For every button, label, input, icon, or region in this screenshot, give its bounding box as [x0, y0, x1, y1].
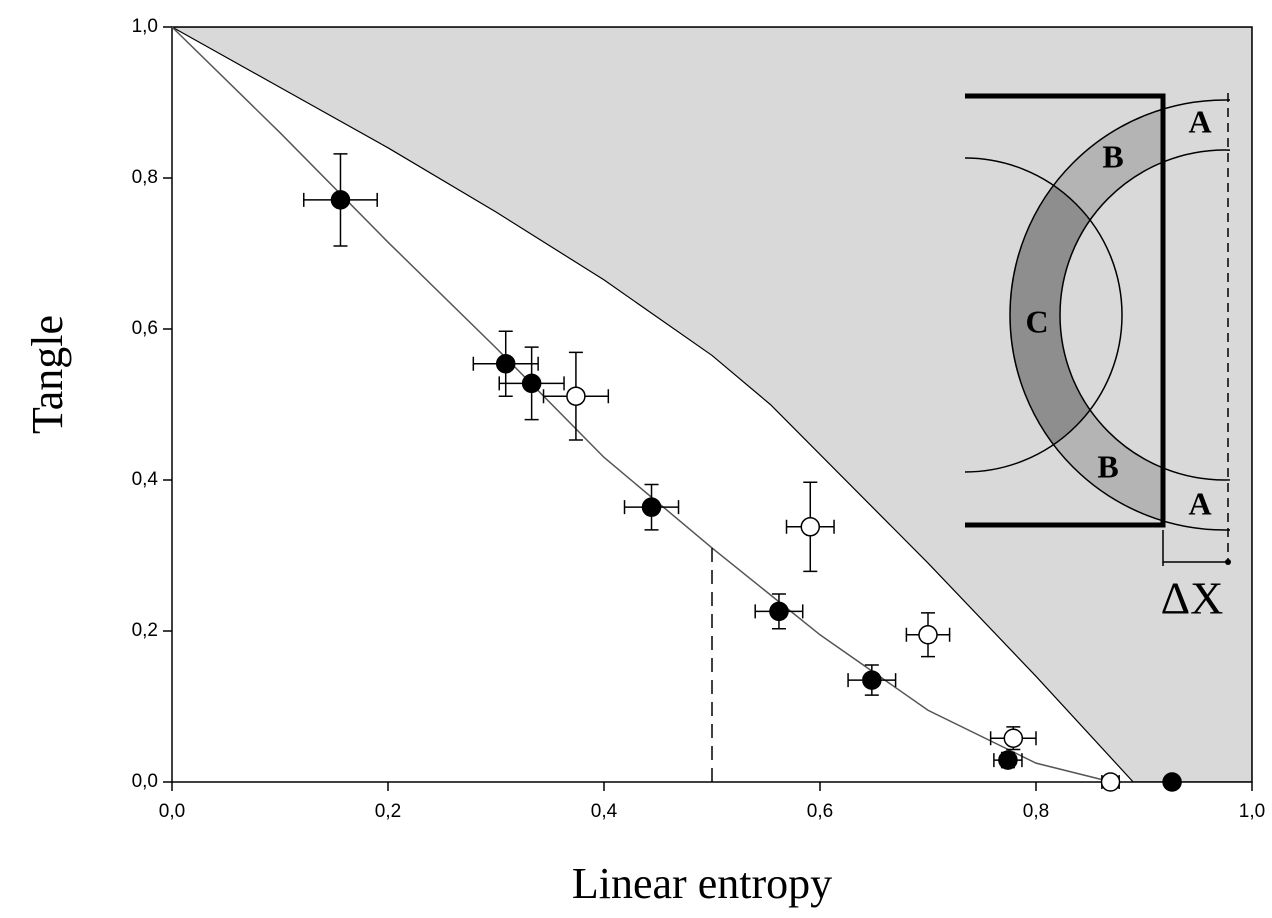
data-point: [1100, 772, 1121, 792]
y-tick-label: 0,8: [132, 167, 158, 188]
x-tick-label: 0,8: [1023, 801, 1049, 822]
inner-circle: [1059, 149, 1230, 481]
inset-label: ΔX: [1161, 573, 1224, 624]
data-point: [998, 750, 1018, 770]
inset-label: A: [1188, 485, 1211, 521]
data-point: [641, 497, 662, 517]
x-tick-label: 0,6: [807, 801, 833, 822]
data-point: [1003, 728, 1024, 748]
band-overlap: [1010, 158, 1122, 472]
inset-label: B: [1102, 138, 1123, 174]
data-point: [918, 625, 938, 645]
data-point: [566, 386, 586, 406]
y-axis-label: Tangle: [23, 315, 72, 434]
forbidden-region: [172, 27, 1252, 782]
data-point: [330, 190, 351, 210]
y-tick-label: 0,6: [132, 318, 158, 339]
data-point: [495, 353, 516, 374]
x-tick-label: 0,2: [375, 801, 401, 822]
y-tick-label: 1,0: [132, 16, 158, 37]
x-tick-label: 0,0: [159, 801, 185, 822]
data-point: [1162, 772, 1182, 792]
data-point: [769, 601, 789, 622]
y-tick-label: 0,2: [132, 620, 158, 641]
inset-label: B: [1097, 448, 1118, 484]
inset-diagram: [965, 93, 1231, 566]
y-tick-label: 0,4: [132, 469, 159, 490]
data-point: [800, 517, 821, 537]
inset-label: A: [1188, 103, 1211, 139]
x-tick-label: 1,0: [1239, 801, 1265, 822]
outer-circle: [1009, 99, 1230, 531]
x-tick-label: 0,4: [591, 801, 618, 822]
dx-dot: [1225, 559, 1231, 565]
y-tick-label: 0,0: [132, 771, 158, 792]
inset-label: C: [1025, 303, 1048, 339]
data-point: [862, 670, 882, 690]
data-point: [521, 373, 542, 394]
frame: [965, 93, 1166, 528]
x-axis-label: Linear entropy: [572, 859, 832, 908]
left-circle: [965, 157, 1123, 473]
